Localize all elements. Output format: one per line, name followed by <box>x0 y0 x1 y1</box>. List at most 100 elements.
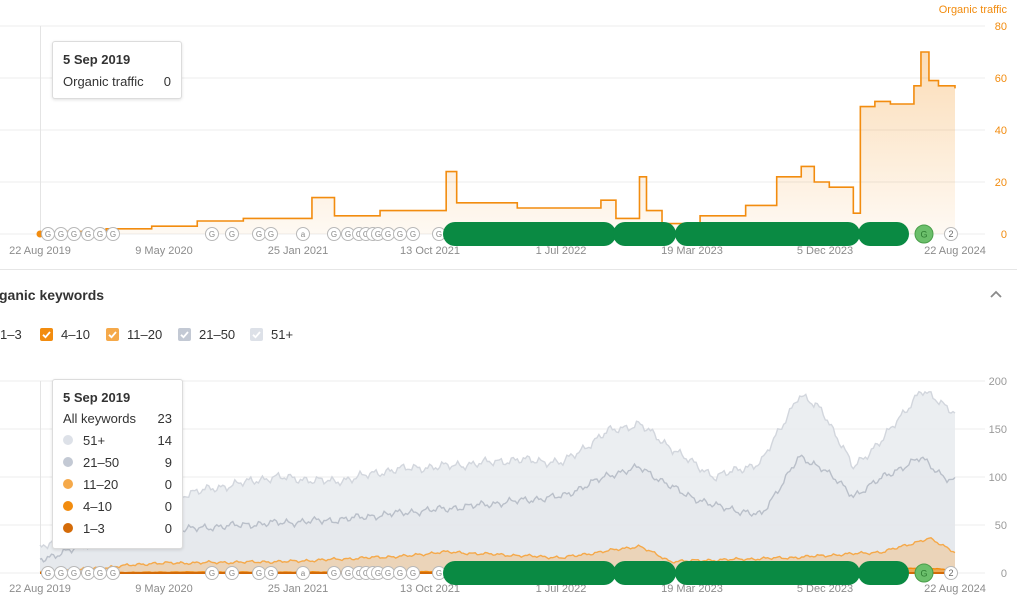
kw-row-value: 0 <box>164 498 172 514</box>
legend-checkbox[interactable] <box>40 328 53 341</box>
svg-text:2: 2 <box>948 229 953 239</box>
series-dot <box>63 435 73 445</box>
x-tick-label: 19 Mar 2023 <box>661 583 723 595</box>
keywords-area-21–50 <box>40 455 955 573</box>
x-tick-label: 22 Aug 2019 <box>9 245 71 257</box>
legend-item-0[interactable]: 1–3 <box>0 327 22 342</box>
update-marker-light[interactable] <box>914 224 934 244</box>
top-y-axis: 0 20 40 60 80 <box>995 21 1007 241</box>
tooltip-date: 5 Sep 2019 <box>63 52 131 67</box>
update-marker[interactable]: G <box>81 227 95 241</box>
update-marker[interactable]: G <box>252 227 266 241</box>
update-marker[interactable]: G <box>41 227 55 241</box>
update-marker[interactable]: G <box>205 566 219 580</box>
update-marker[interactable]: G <box>264 566 278 580</box>
update-marker-cluster[interactable] <box>613 561 676 585</box>
bottom-update-markers[interactable]: GGGGGGGGGGaGGGGaGGGGGG2 <box>41 561 958 585</box>
update-marker-cluster[interactable] <box>613 222 676 246</box>
update-marker[interactable]: G <box>54 566 68 580</box>
svg-text:G: G <box>331 569 337 578</box>
legend-item-3[interactable]: 21–50 <box>178 327 235 342</box>
update-marker[interactable]: G <box>41 566 55 580</box>
update-marker-cluster[interactable] <box>858 561 909 585</box>
kw-tooltip-row: 1–3 0 <box>63 517 172 539</box>
legend-item-1[interactable]: 4–10 <box>40 327 90 342</box>
legend-label: 11–20 <box>127 327 163 342</box>
top-update-markers[interactable]: GGGGGGGGGGaGGGGaGGGGGG2 <box>41 222 958 246</box>
update-marker[interactable]: G <box>93 227 107 241</box>
legend-item-2[interactable]: 11–20 <box>106 327 162 342</box>
update-marker-cluster[interactable] <box>675 222 860 246</box>
update-marker-cluster[interactable] <box>443 222 616 246</box>
update-marker-cluster[interactable] <box>675 561 860 585</box>
keywords-line-51+ <box>39 390 956 550</box>
legend-checkbox[interactable] <box>106 328 119 341</box>
update-marker[interactable]: a <box>296 566 310 580</box>
update-marker[interactable]: a <box>296 227 310 241</box>
x-tick-label: 5 Dec 2023 <box>797 245 853 257</box>
x-tick-label: 1 Jul 2022 <box>536 245 587 257</box>
update-marker[interactable]: G <box>252 566 266 580</box>
svg-text:G: G <box>436 569 442 578</box>
update-marker[interactable]: G <box>264 227 278 241</box>
organic-traffic-line <box>40 51 956 235</box>
update-marker-cluster[interactable] <box>443 561 616 585</box>
y-tick-label: 80 <box>995 21 1007 33</box>
kw-total-label: All keywords <box>63 410 136 426</box>
update-marker-cluster[interactable] <box>858 222 909 246</box>
svg-text:G: G <box>331 230 337 239</box>
update-marker[interactable]: G <box>381 227 395 241</box>
update-marker[interactable]: G <box>381 566 395 580</box>
kw-row-value: 0 <box>164 476 172 492</box>
y-tick-label: 200 <box>989 376 1007 388</box>
svg-text:G: G <box>256 569 262 578</box>
svg-text:G: G <box>920 569 927 579</box>
update-marker[interactable]: G <box>225 227 239 241</box>
update-marker[interactable]: G <box>225 566 239 580</box>
y-tick-label: 40 <box>995 125 1007 137</box>
update-marker[interactable]: G <box>106 566 120 580</box>
y-tick-label: 50 <box>995 520 1007 532</box>
kw-tooltip-row: 11–20 0 <box>63 473 172 495</box>
svg-text:G: G <box>375 569 381 578</box>
update-marker[interactable]: G <box>205 227 219 241</box>
svg-text:G: G <box>85 569 91 578</box>
update-marker[interactable]: G <box>67 227 81 241</box>
update-marker[interactable]: G <box>93 566 107 580</box>
x-tick-label: 22 Aug 2019 <box>9 583 71 595</box>
update-marker[interactable]: G <box>67 566 81 580</box>
tooltip-label: Organic traffic <box>63 73 144 89</box>
kw-tooltip-row: 4–10 0 <box>63 495 172 517</box>
update-marker[interactable]: G <box>393 227 407 241</box>
update-marker[interactable]: G <box>327 566 341 580</box>
update-marker-light[interactable] <box>914 563 934 583</box>
update-marker[interactable]: G <box>327 227 341 241</box>
legend-item-4[interactable]: 51+ <box>250 327 293 342</box>
series-dot <box>63 479 73 489</box>
update-marker[interactable]: G <box>54 227 68 241</box>
kw-row-label: 4–10 <box>83 498 112 514</box>
x-tick-label: 1 Jul 2022 <box>536 583 587 595</box>
kw-tooltip-date: 5 Sep 2019 <box>63 390 131 405</box>
update-count-badge[interactable]: 2 <box>944 566 958 580</box>
collapse-chevron-icon[interactable] <box>988 286 1004 302</box>
series-label[interactable]: Organic traffic <box>938 4 1007 16</box>
update-marker[interactable]: G <box>393 566 407 580</box>
update-marker[interactable]: G <box>406 566 420 580</box>
kw-tooltip-row: 51+ 14 <box>63 429 172 451</box>
svg-text:G: G <box>397 569 403 578</box>
y-tick-label: 0 <box>1001 229 1007 241</box>
svg-text:G: G <box>385 230 391 239</box>
legend-checkbox[interactable] <box>250 328 263 341</box>
update-marker[interactable]: G <box>406 227 420 241</box>
x-tick-label: 25 Jan 2021 <box>268 583 329 595</box>
x-tick-label: 9 May 2020 <box>135 583 192 595</box>
kw-row-label: 11–20 <box>83 476 119 492</box>
svg-text:2: 2 <box>948 568 953 578</box>
update-marker[interactable]: G <box>106 227 120 241</box>
legend-checkbox[interactable] <box>178 328 191 341</box>
svg-text:G: G <box>256 230 262 239</box>
update-count-badge[interactable]: 2 <box>944 227 958 241</box>
legend-label: 21–50 <box>199 327 236 342</box>
update-marker[interactable]: G <box>81 566 95 580</box>
